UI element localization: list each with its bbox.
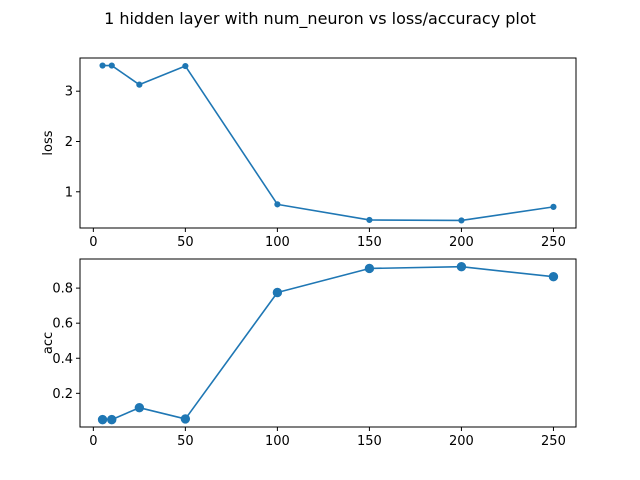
acc-axes-frame bbox=[79, 258, 577, 428]
acc-data-point bbox=[272, 287, 283, 298]
figure-suptitle: 1 hidden layer with num_neuron vs loss/a… bbox=[104, 9, 536, 29]
loss-x-tick-label: 100 bbox=[265, 235, 290, 250]
loss-data-point bbox=[458, 217, 465, 224]
acc-data-point bbox=[180, 414, 191, 424]
loss-x-tick-label: 200 bbox=[449, 235, 474, 250]
loss-x-tick-label: 0 bbox=[89, 235, 97, 250]
acc-x-tick-label: 150 bbox=[357, 434, 382, 449]
loss-y-tick-label: 1 bbox=[65, 185, 73, 200]
acc-data-point bbox=[456, 262, 467, 272]
acc-x-tick-label: 200 bbox=[449, 434, 474, 449]
loss-y-tick-label: 2 bbox=[65, 135, 73, 150]
loss-x-tick-label: 250 bbox=[541, 235, 566, 250]
acc-y-axis-label: acc bbox=[41, 332, 56, 354]
acc-x-tick-label: 250 bbox=[541, 434, 566, 449]
acc-x-tick-label: 50 bbox=[177, 434, 194, 449]
acc-x-tick-label: 100 bbox=[265, 434, 290, 449]
loss-data-point bbox=[99, 62, 106, 69]
acc-x-tick-label: 0 bbox=[89, 434, 97, 449]
loss-x-tick-label: 50 bbox=[177, 235, 194, 250]
loss-y-axis-label: loss bbox=[41, 130, 56, 155]
acc-data-point bbox=[548, 272, 559, 282]
acc-y-tick-label: 0.6 bbox=[52, 317, 73, 332]
acc-y-tick-label: 0.2 bbox=[52, 387, 73, 402]
loss-subplot: 0 50 100 150 200 250 1 2 3 loss bbox=[41, 57, 577, 250]
acc-data-point bbox=[107, 414, 117, 425]
loss-data-point bbox=[136, 81, 143, 88]
acc-y-tick-label: 0.4 bbox=[52, 352, 73, 367]
accuracy-subplot: 0 50 100 150 200 250 0.2 0.4 0.6 0.8 acc bbox=[41, 258, 577, 449]
acc-data-point bbox=[97, 414, 108, 425]
loss-data-point bbox=[274, 201, 281, 208]
loss-x-tick-label: 150 bbox=[357, 235, 382, 250]
acc-data-point bbox=[364, 263, 375, 274]
acc-series-line bbox=[102, 265, 554, 421]
loss-data-point bbox=[366, 216, 373, 224]
loss-data-point bbox=[108, 62, 115, 69]
acc-data-point bbox=[134, 403, 145, 413]
loss-series-line bbox=[102, 64, 554, 222]
loss-axes-frame bbox=[79, 57, 577, 229]
loss-y-tick-label: 3 bbox=[65, 85, 73, 100]
loss-data-point bbox=[182, 62, 189, 70]
loss-data-point bbox=[550, 203, 557, 210]
acc-y-tick-label: 0.8 bbox=[52, 282, 73, 297]
